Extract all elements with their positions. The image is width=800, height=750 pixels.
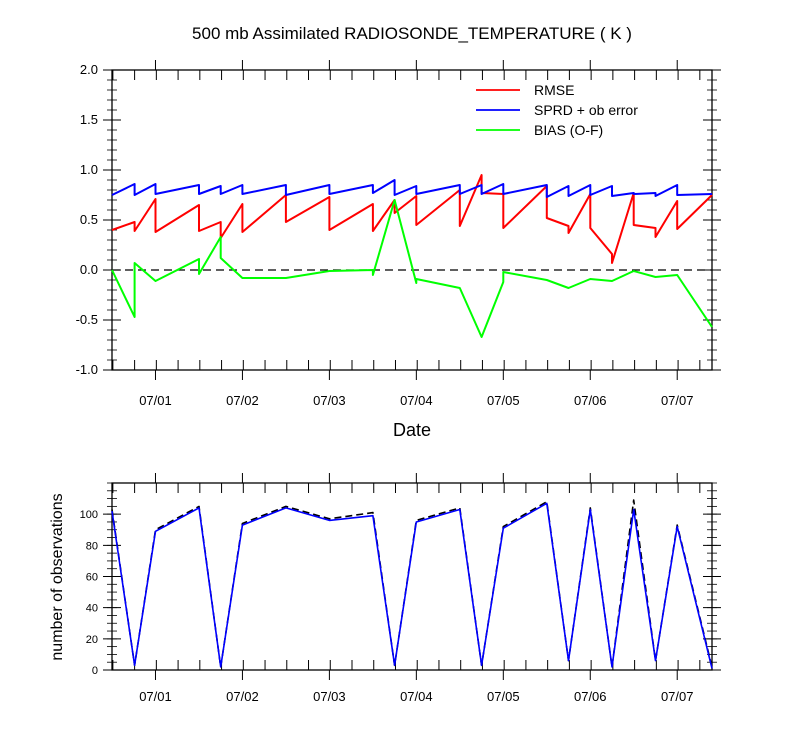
top-chart-panel: 07/01 07/02 07/03 07/04 07/05 07/06 07/07 -1.0 -… <box>76 60 721 408</box>
x-tick-label: 07/04 <box>400 689 433 704</box>
x-tick-label: 07/01 <box>139 393 172 408</box>
y-tick-label: -1.0 <box>76 362 98 377</box>
x-tick-label: 07/04 <box>400 393 433 408</box>
y-tick-label: 40 <box>86 603 98 615</box>
x-tick-label: 07/03 <box>313 689 346 704</box>
x-tick-label: 07/02 <box>226 689 259 704</box>
y-tick-label: 20 <box>86 634 98 646</box>
y-tick-label: 0.5 <box>80 212 98 227</box>
y-tick-label: 0 <box>92 665 98 677</box>
x-tick-label: 07/03 <box>313 393 346 408</box>
x-tick-label: 07/07 <box>661 689 694 704</box>
legend-label: RMSE <box>534 82 574 98</box>
y-tick-label: 80 <box>86 540 98 552</box>
x-tick-label: 07/05 <box>487 689 520 704</box>
bottom-chart-panel: 07/01 07/02 07/03 07/04 07/05 07/06 07/07 0 20 40… <box>80 473 721 704</box>
y-tick-label: 2.0 <box>80 62 98 77</box>
series-line-bias-o-f <box>111 199 713 338</box>
plot-frame <box>111 482 713 671</box>
series-line-solid <box>111 502 713 669</box>
chart-title: 500 mb Assimilated RADIOSONDE_TEMPERATUR… <box>192 24 632 43</box>
y-tick-label: 100 <box>80 509 98 521</box>
x-tick-label: 07/02 <box>226 393 259 408</box>
y-tick-label: 0.0 <box>80 262 98 277</box>
y-tick-label: -0.5 <box>76 312 98 327</box>
series-line-sprd-ob-error <box>111 179 713 198</box>
x-tick-label: 07/05 <box>487 393 520 408</box>
x-tick-label: 07/06 <box>574 393 607 408</box>
y-axis-label-observations: number of observations <box>49 493 66 660</box>
legend-label: SPRD + ob error <box>534 102 638 118</box>
series-line-rmse <box>111 174 713 264</box>
y-tick-label: 1.0 <box>80 162 98 177</box>
legend-label: BIAS (O-F) <box>534 122 603 138</box>
x-tick-label: 07/06 <box>574 689 607 704</box>
x-tick-label: 07/01 <box>139 689 172 704</box>
x-tick-label: 07/07 <box>661 393 694 408</box>
y-tick-label: 1.5 <box>80 112 98 127</box>
y-tick-label: 60 <box>86 572 98 584</box>
x-axis-label: Date <box>393 420 431 440</box>
